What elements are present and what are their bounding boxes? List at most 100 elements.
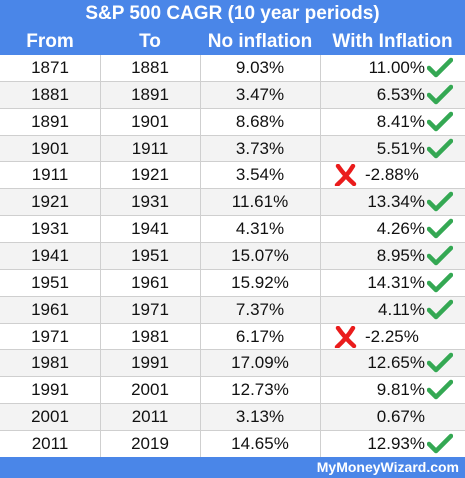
table-row: 1891 1901 8.68% 8.41% (0, 108, 465, 136)
cell-to: 1891 (131, 84, 169, 104)
table-row: 1981 1991 17.09% 12.65% (0, 350, 465, 378)
table-row: 2001 2011 3.13% 0.67% (0, 404, 465, 432)
cell-no-inflation: 15.07% (231, 246, 289, 266)
cell-no-inflation: 8.68% (235, 111, 285, 131)
cell-with-inflation: 5.51% (376, 138, 425, 158)
cell-with-inflation: 6.53% (376, 84, 425, 104)
cell-with-inflation: 14.31% (367, 272, 425, 292)
cell-from: 1941 (31, 246, 69, 266)
cell-with-inflation: 0.67% (376, 407, 425, 427)
cell-to: 2001 (131, 380, 169, 400)
cell-with-inflation: 11.00% (368, 58, 425, 77)
checkmark-icon (427, 272, 453, 293)
cell-with-inflation: 8.41% (376, 111, 425, 131)
cell-no-inflation: 12.73% (231, 380, 289, 400)
cell-from: 1911 (31, 165, 69, 185)
table-row: 1901 1911 3.73% 5.51% (0, 135, 465, 163)
cell-no-inflation: 7.37% (235, 299, 285, 319)
cell-no-inflation: 17.09% (231, 353, 289, 373)
cell-to: 1931 (131, 192, 169, 212)
header-to: To (139, 31, 161, 52)
cell-to: 1911 (131, 138, 169, 158)
cell-to: 1901 (131, 111, 169, 131)
cell-with-inflation: 12.65% (367, 353, 425, 373)
checkmark-icon (427, 218, 453, 239)
cross-icon (334, 164, 357, 187)
cell-no-inflation: 14.65% (231, 434, 289, 454)
cell-with-inflation: 13.34% (367, 192, 425, 212)
checkmark-icon (427, 245, 453, 266)
table-row: 1951 1961 15.92% 14.31% (0, 269, 465, 297)
cell-with-inflation: -2.88% (365, 165, 419, 185)
cell-from: 1881 (31, 84, 69, 104)
checkmark-icon (427, 111, 453, 131)
table-title: S&P 500 CAGR (10 year periods) (0, 0, 465, 28)
cross-icon (334, 325, 357, 348)
cell-from: 1981 (31, 353, 69, 373)
table-row: 1871 1881 9.03% 11.00% (0, 55, 465, 82)
cell-to: 1961 (131, 272, 169, 292)
column-divider (320, 55, 321, 458)
table-row: 1991 2001 12.73% 9.81% (0, 377, 465, 405)
table-header-row: From To No inflation With Inflation (0, 28, 465, 55)
cell-to: 1991 (131, 353, 169, 373)
cell-no-inflation: 15.92% (231, 272, 289, 292)
header-from: From (26, 31, 74, 52)
cell-from: 1931 (31, 219, 69, 239)
cell-no-inflation: 3.47% (235, 84, 285, 104)
checkmark-icon (427, 192, 453, 212)
cell-no-inflation: 3.13% (235, 407, 285, 427)
table-row: 2011 2019 14.65% 12.93% (0, 431, 465, 458)
checkmark-icon (427, 353, 453, 373)
cell-from: 1971 (31, 326, 69, 346)
cell-no-inflation: 6.17% (235, 326, 285, 346)
checkmark-icon (427, 84, 453, 105)
cell-from: 1921 (31, 192, 69, 212)
table-row: 1931 1941 4.31% 4.26% (0, 216, 465, 244)
cell-from: 1951 (31, 272, 69, 292)
table-row: 1911 1921 3.54% -2.88% (0, 162, 465, 190)
cell-to: 1921 (131, 165, 169, 185)
checkmark-icon (427, 57, 453, 78)
cell-to: 1971 (131, 299, 169, 319)
cell-from: 1961 (31, 299, 69, 319)
column-divider (200, 55, 201, 458)
cell-with-inflation: 9.81% (376, 380, 425, 400)
cell-from: 1871 (31, 58, 69, 77)
cell-no-inflation: 11.61% (231, 192, 289, 212)
cell-from: 1901 (31, 138, 69, 158)
cell-to: 2011 (131, 407, 169, 427)
table-row: 1971 1981 6.17% -2.25% (0, 323, 465, 351)
cell-from: 1891 (31, 111, 69, 131)
table-row: 1941 1951 15.07% 8.95% (0, 243, 465, 270)
footer-bar: MyMoneyWizard.com (0, 457, 465, 478)
table-row: 1961 1971 7.37% 4.11% (0, 296, 465, 324)
cell-to: 1981 (131, 326, 169, 346)
cell-to: 1951 (131, 246, 169, 266)
cell-to: 1881 (131, 58, 169, 77)
cell-with-inflation: 12.93% (367, 434, 425, 454)
table-body: 1871 1881 9.03% 11.00% 1881 1891 3.47% 6.53% 189… (0, 55, 465, 458)
column-divider (100, 55, 101, 458)
cell-no-inflation: 3.54% (235, 165, 285, 185)
footer-credit: MyMoneyWizard.com (316, 459, 459, 475)
cell-with-inflation: 4.11% (378, 299, 425, 319)
checkmark-icon (427, 138, 453, 158)
checkmark-icon (427, 380, 453, 400)
cell-no-inflation: 4.31% (235, 219, 285, 239)
table-row: 1881 1891 3.47% 6.53% (0, 81, 465, 109)
cell-to: 1941 (131, 219, 169, 239)
cell-from: 2011 (31, 434, 69, 454)
header-no-inflation: No inflation (207, 31, 313, 52)
checkmark-icon (427, 299, 453, 319)
cell-with-inflation: -2.25% (365, 326, 419, 346)
checkmark-icon (427, 433, 453, 454)
cell-no-inflation: 9.03% (235, 58, 285, 77)
cell-to: 2019 (131, 434, 169, 454)
header-with-inflation: With Inflation (332, 31, 453, 52)
cell-no-inflation: 3.73% (235, 138, 285, 158)
cell-with-inflation: 8.95% (376, 246, 425, 266)
cell-from: 1991 (31, 380, 69, 400)
table-row: 1921 1931 11.61% 13.34% (0, 189, 465, 217)
